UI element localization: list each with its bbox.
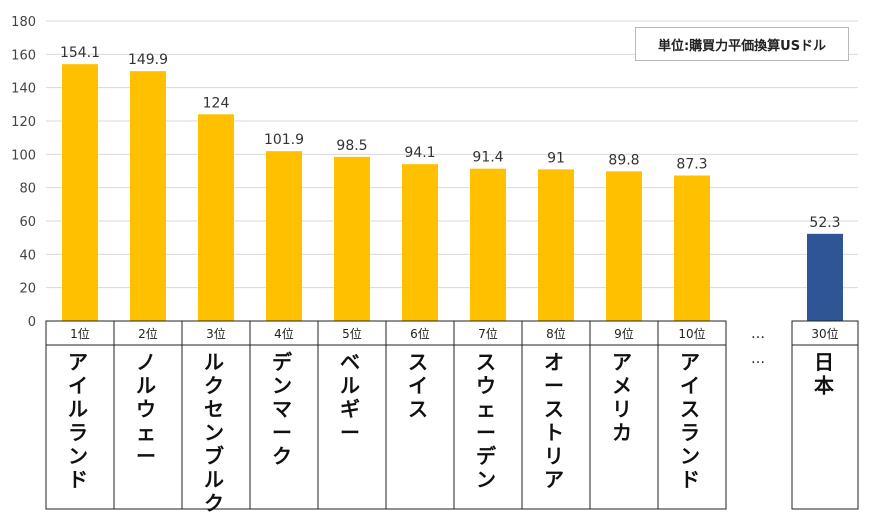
y-tick-label: 40 xyxy=(19,248,36,263)
rank-label: 4位 xyxy=(274,326,294,341)
y-tick-label: 160 xyxy=(11,48,36,63)
data-label: 98.5 xyxy=(336,138,367,154)
bar xyxy=(62,64,98,322)
data-label: 124 xyxy=(203,95,230,111)
data-label: 149.9 xyxy=(128,52,168,68)
y-tick-label: 100 xyxy=(11,148,36,163)
data-label: 91 xyxy=(547,150,565,166)
bar xyxy=(538,169,574,321)
data-labels: 154.1 149.9 124 101.9 98.5 94.1 91.4 91 89.8 87.3… xyxy=(60,45,841,231)
y-tick-label: 80 xyxy=(19,182,36,197)
bar xyxy=(402,164,438,321)
category-cell xyxy=(791,320,859,510)
category-cell xyxy=(657,320,727,510)
country-label: ベルギー xyxy=(340,350,360,445)
data-label: 101.9 xyxy=(264,132,304,148)
data-label: 91.4 xyxy=(472,150,503,166)
rank-label: 9位 xyxy=(614,326,634,341)
bar xyxy=(470,168,506,321)
unit-label: 単位:購買力平価換算USドル xyxy=(635,27,849,61)
data-label: 154.1 xyxy=(60,45,100,61)
y-tick-label: 140 xyxy=(11,82,36,97)
bar xyxy=(606,171,642,321)
country-label: アイルランド xyxy=(68,350,88,492)
bar xyxy=(807,233,843,321)
y-tick-label: 120 xyxy=(11,115,36,130)
country-label: スウェーデン xyxy=(476,350,497,492)
y-tick-label: 60 xyxy=(19,215,36,230)
bar xyxy=(674,175,710,321)
y-tick-label: 180 xyxy=(11,15,36,30)
country-label: オーストリア xyxy=(544,350,564,492)
rank-label: 1位 xyxy=(70,326,90,341)
data-label: 94.1 xyxy=(404,145,435,161)
rank-label: 7位 xyxy=(478,326,498,341)
country-label: ノルウェー xyxy=(136,350,156,468)
grid-lines xyxy=(46,20,858,289)
bars xyxy=(62,64,843,322)
y-tick-label: 0 xyxy=(28,315,36,330)
country-label: 日本 xyxy=(814,350,834,398)
country-label: ルクセンブルク xyxy=(204,350,224,515)
country-label: スイス xyxy=(408,350,428,421)
rank-label: 6位 xyxy=(410,326,430,341)
y-axis-ticks: 0 20 40 60 80 100 120 140 160 180 xyxy=(11,15,36,330)
rank-label: 8位 xyxy=(546,326,566,341)
rank-label: 5位 xyxy=(342,326,362,341)
data-label: 87.3 xyxy=(676,157,707,173)
rank-label: 30位 xyxy=(811,326,838,341)
data-label: 52.3 xyxy=(809,215,840,231)
country-label: アイスランド xyxy=(680,350,700,492)
rank-label: 2位 xyxy=(138,326,158,341)
bar xyxy=(130,71,166,322)
country-label: デンマーク xyxy=(272,350,293,468)
ellipsis-name: … xyxy=(751,351,765,367)
country-label: アメリカ xyxy=(612,350,632,445)
ellipsis-rank: … xyxy=(751,326,765,342)
bar xyxy=(266,151,302,321)
data-label: 89.8 xyxy=(608,152,639,168)
bar xyxy=(334,156,370,321)
rank-label: 3位 xyxy=(206,326,226,341)
bar xyxy=(198,114,234,321)
y-tick-label: 20 xyxy=(19,282,36,297)
rank-label: 10位 xyxy=(678,326,705,341)
